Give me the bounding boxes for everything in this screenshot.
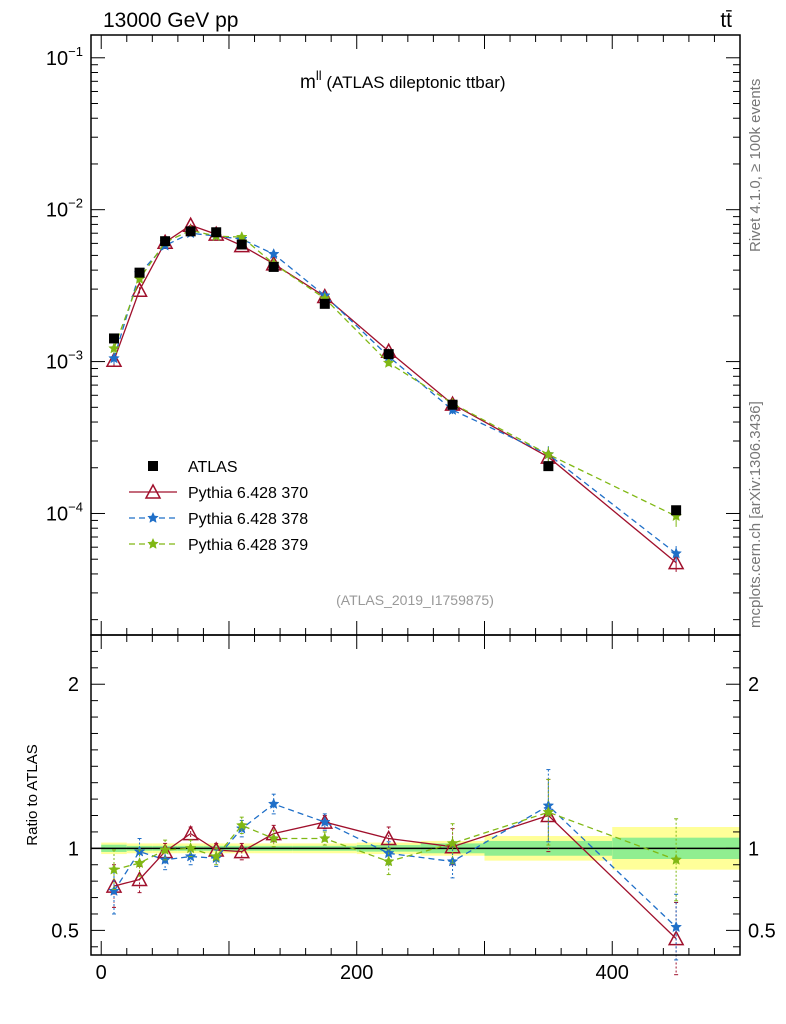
data-point xyxy=(383,349,394,360)
plot-title: mll (ATLAS dileptonic ttbar) xyxy=(300,68,506,93)
ratio-y-tick-label-left: 0.5 xyxy=(51,920,79,942)
main-series-point-2 xyxy=(382,356,395,368)
main-series-line-2 xyxy=(113,229,677,517)
data-point xyxy=(268,261,279,272)
ratio-series-line-1 xyxy=(113,803,677,928)
main-series-point-1 xyxy=(267,247,280,260)
ratio-axis-label: Ratio to ATLAS xyxy=(24,744,41,845)
legend-label: ATLAS xyxy=(188,459,238,476)
ratio-series-line-2 xyxy=(113,811,677,871)
data-point xyxy=(134,267,145,278)
main-y-tick-label: 10−3 xyxy=(46,348,83,374)
ratio-series-point-2 xyxy=(184,842,197,854)
ratio-y-tick-label-left: 1 xyxy=(68,838,79,860)
title-main: m xyxy=(300,72,316,93)
ratio-series-point-2 xyxy=(446,837,459,849)
x-tick-label: 0 xyxy=(96,962,107,984)
main-series-point-1 xyxy=(108,352,120,364)
data-point xyxy=(319,298,330,309)
ratio-series-point-2 xyxy=(159,843,171,855)
legend-marker-2 xyxy=(147,537,159,549)
legend: ATLAS Pythia 6.428 370 Pythia 6.428 378 Pyt… xyxy=(129,459,308,554)
analysis-label: (ATLAS_2019_I1759875) xyxy=(336,592,494,608)
ratio-series-point-2 xyxy=(670,853,683,865)
data-point xyxy=(671,505,682,516)
ratio-y-tick-label-right: 2 xyxy=(748,674,759,696)
legend-marker-data xyxy=(148,461,158,471)
ratio-series-point-0 xyxy=(667,930,685,946)
ratio-series-point-1 xyxy=(267,797,280,810)
x-tick-label: 200 xyxy=(340,962,373,984)
title-rest: (ATLAS dileptonic ttbar) xyxy=(322,73,506,92)
main-series-point-0 xyxy=(667,554,685,570)
data-point xyxy=(108,333,119,344)
main-series-point-0 xyxy=(105,351,123,368)
main-series-point-1 xyxy=(670,547,683,559)
ratio-series-point-2 xyxy=(235,819,248,831)
main-panel: mll (ATLAS dileptonic ttbar) (ATLAS_2019… xyxy=(46,34,741,636)
data-point xyxy=(447,399,458,410)
process-label: tt̄ xyxy=(720,9,732,32)
ratio-series-point-0 xyxy=(233,843,251,859)
ratio-series-line-0 xyxy=(113,814,677,940)
ratio-series-point-0 xyxy=(380,829,397,846)
ratio-series-point-2 xyxy=(108,863,120,875)
main-y-tick-label: 10−2 xyxy=(46,196,83,222)
energy-label: 13000 GeV pp xyxy=(103,9,238,32)
ratio-series-point-1 xyxy=(159,853,171,865)
ratio-series-point-2 xyxy=(382,855,395,867)
ratio-y-tick-label-right: 1 xyxy=(748,838,759,860)
main-y-tick-label: 10−1 xyxy=(46,44,83,70)
ratio-series-point-2 xyxy=(133,856,146,869)
ratio-panel: 0.5 0.5 1 1 2 2 0 200 400 Ratio to ATLAS xyxy=(24,634,776,984)
main-series-point-2 xyxy=(542,448,555,460)
main-series-point-2 xyxy=(108,342,120,354)
legend-label: Pythia 6.428 378 xyxy=(188,511,308,528)
ratio-series-point-0 xyxy=(182,824,199,841)
ratio-frame xyxy=(90,634,741,956)
ratio-series-point-0 xyxy=(540,806,557,823)
data-point xyxy=(236,239,247,250)
mcplots-label: mcplots.cern.ch [arXiv:1306.3436] xyxy=(747,401,764,628)
legend-marker-1 xyxy=(147,511,159,523)
rivet-label: Rivet 4.1.0, ≥ 100k events xyxy=(747,79,764,252)
x-tick-label: 400 xyxy=(596,962,629,984)
legend-marker-0 xyxy=(144,483,162,499)
ratio-series-point-2 xyxy=(318,832,331,844)
ratio-series-point-1 xyxy=(184,850,197,862)
ratio-series-point-2 xyxy=(542,806,555,818)
legend-label: Pythia 6.428 370 xyxy=(188,485,308,502)
ratio-series-point-1 xyxy=(670,920,683,933)
ratio-series-point-1 xyxy=(318,815,331,828)
data-point xyxy=(185,226,196,237)
ratio-y-tick-label-right: 0.5 xyxy=(748,920,776,942)
ratio-series-point-1 xyxy=(108,884,120,896)
ratio-series-point-2 xyxy=(267,832,280,844)
main-series-line-1 xyxy=(113,232,677,555)
title-superscript: ll xyxy=(316,68,322,83)
data-point xyxy=(543,461,554,472)
ratio-y-tick-label-left: 2 xyxy=(68,674,79,696)
ratio-series-point-2 xyxy=(210,850,223,862)
data-point xyxy=(160,236,171,247)
ratio-series-point-0 xyxy=(131,870,148,887)
data-point xyxy=(211,227,222,238)
main-y-tick-label: 10−4 xyxy=(46,499,83,525)
legend-label: Pythia 6.428 379 xyxy=(188,537,308,554)
